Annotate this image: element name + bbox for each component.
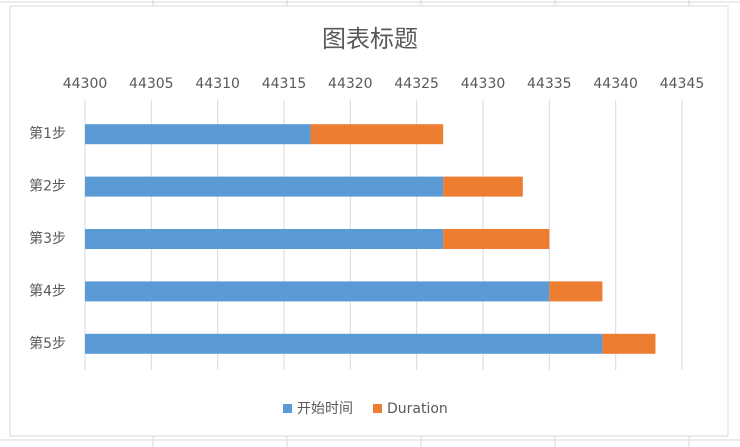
x-tick-label: 44335 xyxy=(527,76,572,92)
x-tick-label: 44305 xyxy=(129,76,174,92)
y-tick-label: 第2步 xyxy=(29,178,66,195)
bar-segment xyxy=(443,229,550,249)
x-tick-label: 44340 xyxy=(593,76,638,92)
x-tick-label: 44345 xyxy=(660,76,705,92)
bar-segment xyxy=(85,281,550,302)
bar-segment xyxy=(443,176,523,197)
legend-swatch xyxy=(373,404,382,413)
y-tick-label: 第5步 xyxy=(29,335,66,352)
bar-segment xyxy=(549,281,603,302)
y-tick-label: 第3步 xyxy=(29,230,66,247)
x-tick-label: 44310 xyxy=(195,76,240,92)
x-tick-label: 44315 xyxy=(262,76,307,92)
bar-segment xyxy=(85,333,603,354)
y-tick-label: 第4步 xyxy=(29,282,66,299)
bar-segment xyxy=(85,229,444,249)
x-tick-label: 44320 xyxy=(328,76,373,92)
x-tick-label: 44300 xyxy=(63,76,108,92)
y-tick-label: 第1步 xyxy=(29,125,66,142)
legend-swatch xyxy=(283,404,292,413)
x-tick-label: 44325 xyxy=(394,76,439,92)
chart-area xyxy=(9,5,729,437)
x-tick-label: 44330 xyxy=(461,76,506,92)
bar-segment xyxy=(602,333,656,354)
bar-segment xyxy=(85,176,444,197)
bar-segment xyxy=(310,124,444,145)
bar-segment xyxy=(85,124,311,145)
chart-title: 图表标题 xyxy=(322,25,418,53)
legend-label: Duration xyxy=(387,401,448,417)
legend-label: 开始时间 xyxy=(297,401,353,417)
